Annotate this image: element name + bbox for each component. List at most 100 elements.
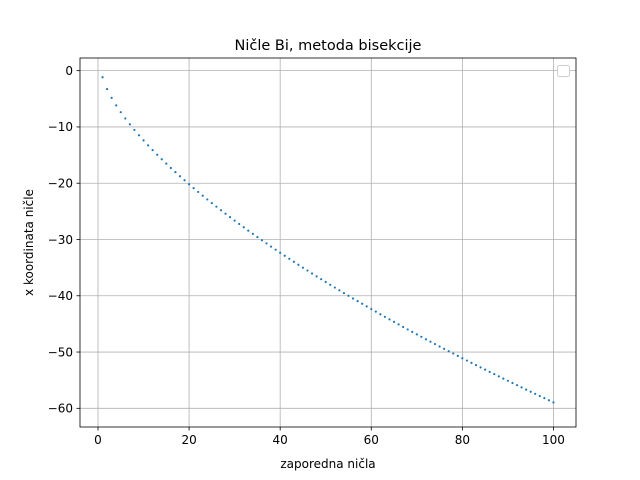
data-point [210,201,213,205]
data-point [228,216,232,219]
x-axis-ticks: 0 20 40 60 80 100 [94,427,565,447]
data-point [406,328,409,331]
data-point [178,175,182,178]
data-point [529,390,532,393]
data-point [137,134,141,137]
x-tick-label: 20 [181,433,196,447]
data-point [160,158,163,161]
data-point [288,257,291,260]
data-point [461,357,464,360]
data-point [183,179,186,182]
data-point [465,359,469,362]
x-tick-label: 60 [364,433,379,447]
data-point [411,330,414,333]
data-point [283,254,286,257]
data-point [156,153,159,156]
y-tick-label: −40 [48,289,73,303]
data-point [124,117,127,120]
data-point [329,283,332,286]
data-point [219,209,223,212]
x-tick-label: 80 [455,433,470,447]
data-point [215,205,218,208]
data-point [488,370,491,374]
data-point [297,263,300,266]
data-point [552,401,555,404]
data-point [361,302,364,305]
data-point [279,251,282,254]
data-point [392,320,396,323]
y-tick-label: −20 [48,177,73,191]
data-point [420,335,423,338]
data-point [115,104,118,107]
data-point [502,377,505,380]
data-point [301,266,305,269]
data-point [174,171,177,174]
x-axis-label: zaporedna ničla [280,457,375,471]
y-axis-ticks: 0 −10 −20 −30 −40 −50 −60 [48,64,80,416]
data-point [251,232,254,235]
data-point [525,388,528,391]
data-point [452,352,455,355]
data-point [397,323,400,326]
y-tick-label: −10 [48,120,73,134]
data-point [515,384,519,387]
plot-area [80,58,576,427]
data-point [142,139,145,142]
data-point [470,361,473,364]
data-point [520,386,523,389]
data-point [479,366,482,369]
data-point [247,229,250,232]
data-point [333,286,336,289]
data-point [493,373,496,376]
data-point [433,342,437,346]
data-point [306,269,309,272]
data-point [543,397,546,400]
data-point [206,198,209,201]
y-tick-label: 0 [65,64,73,78]
data-point [379,313,382,316]
data-point [497,375,500,378]
x-tick-label: 100 [542,433,565,447]
data-point [256,235,259,239]
data-point [456,354,459,357]
data-point [119,111,122,114]
data-point [342,291,346,295]
chart-title: Ničle Bi, metoda bisekcije [235,38,422,54]
data-point [165,162,168,165]
data-point [274,248,277,251]
data-point [197,190,200,194]
data-point [310,272,314,275]
data-point [269,245,273,248]
data-point [415,333,418,336]
data-point [242,226,245,229]
data-point [383,315,387,318]
data-point [101,76,104,79]
data-point [506,379,510,382]
legend-box[interactable] [557,65,570,77]
data-point [187,183,191,186]
data-point [351,297,355,300]
data-point [474,363,478,367]
data-point [265,242,268,245]
data-point [238,222,241,226]
y-tick-label: −50 [48,345,73,359]
data-point [106,87,109,91]
data-point [233,219,236,222]
data-point [365,305,368,308]
data-point [347,294,350,297]
y-tick-label: −60 [48,402,73,416]
x-tick-label: 0 [94,433,102,447]
data-point [447,350,450,353]
data-point [151,149,154,152]
data-point [443,347,446,350]
data-point [169,166,172,170]
data-points [101,76,555,404]
data-point [324,280,327,284]
data-point [133,128,136,132]
data-point [429,340,432,343]
data-point [192,187,195,190]
data-point [128,123,131,126]
data-point [370,307,373,311]
data-point [424,338,428,341]
